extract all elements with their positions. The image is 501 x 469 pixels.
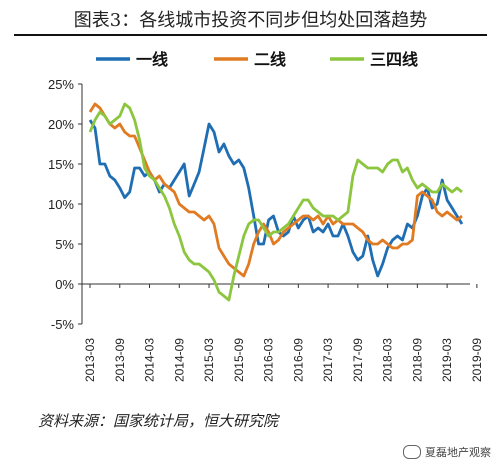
y-tick-label: 0%	[55, 277, 74, 292]
plot-area	[88, 102, 464, 302]
y-tick-label: 10%	[48, 197, 74, 212]
series-line-1	[88, 119, 464, 278]
x-tick-label: 2014-03	[143, 338, 157, 382]
x-tick-label: 2019-03	[440, 338, 454, 382]
legend-label-2: 二线	[254, 50, 286, 69]
y-tick-label: 20%	[48, 117, 74, 132]
chart-title: 图表3：各线城市投资不同步但均处回落趋势	[73, 10, 428, 31]
x-tick-label: 2018-03	[381, 338, 395, 382]
source-note: 资料来源：国家统计局，恒大研究院	[38, 412, 279, 430]
y-tick-label: -5%	[51, 317, 75, 332]
watermark-text: 夏磊地产观察	[425, 446, 491, 459]
y-tick-label: 5%	[55, 237, 74, 252]
x-tick-label: 2016-03	[262, 338, 276, 382]
x-tick-label: 2017-03	[321, 338, 335, 382]
title-rule	[14, 34, 487, 36]
watermark: 夏磊地产观察	[403, 444, 491, 460]
x-tick-label: 2016-09	[291, 338, 305, 382]
series-line-3	[88, 102, 463, 302]
x-tick-label: 2018-09	[410, 338, 424, 382]
legend-label-1: 一线	[136, 50, 168, 69]
x-tick-label: 2015-09	[232, 338, 246, 382]
y-tick-label: 25%	[48, 77, 74, 92]
wechat-icon	[403, 445, 421, 459]
legend-label-3: 三四线	[370, 50, 418, 69]
x-tick-label: 2013-03	[83, 338, 97, 382]
x-tick-label: 2014-09	[172, 338, 186, 382]
y-tick-label: 15%	[48, 157, 74, 172]
x-tick-label: 2019-09	[470, 338, 484, 382]
x-tick-label: 2015-03	[202, 338, 216, 382]
series-line-2	[88, 102, 463, 278]
legend: 一线 二线 三四线	[96, 50, 418, 69]
x-tick-label: 2017-09	[351, 338, 365, 382]
axes: -5% 0% 5% 10% 15% 20% 25% 2013-03 2013-09 2014-03…	[48, 77, 484, 382]
x-tick-label: 2013-09	[113, 338, 127, 382]
